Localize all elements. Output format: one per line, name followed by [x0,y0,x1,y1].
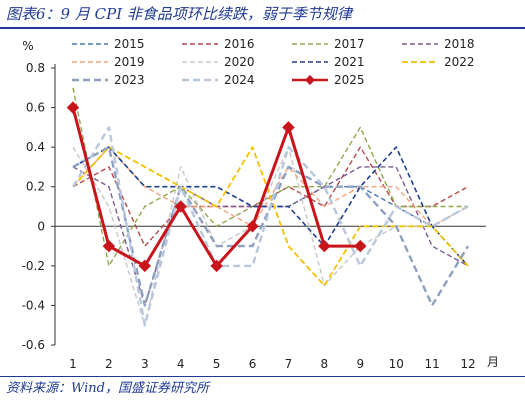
series-layer [66,87,470,327]
y-tick-label: -0.6 [22,338,45,352]
legend-label-2020: 2020 [224,55,255,69]
legend-item-2015: 2015 [72,37,145,51]
legend-item-2023: 2023 [72,73,145,87]
x-tick-label: 7 [285,357,293,371]
data-point-2025 [354,239,367,253]
y-tick-label: 0.2 [26,180,45,194]
legend-item-2019: 2019 [72,55,145,69]
data-point-2025 [102,239,116,253]
x-tick-label: 9 [356,357,364,371]
x-axis-unit-label: 月 [487,355,499,369]
x-tick-label: 11 [424,357,439,371]
legend-label-2024: 2024 [224,73,255,87]
x-tick-label: 3 [141,357,149,371]
legend-item-2018: 2018 [402,37,475,51]
series-line-2017 [72,87,468,267]
legend-item-2024: 2024 [182,73,255,87]
data-point-2025 [66,101,80,114]
series-line-2018 [72,166,469,307]
legend-label-2022: 2022 [444,55,475,69]
series-line-2020 [72,146,469,326]
data-point-2025 [210,259,223,273]
x-tick-label: 2 [105,357,113,371]
x-tick-label: 1 [69,357,77,371]
y-tick-label: 0.8 [26,61,45,75]
x-tick-label: 5 [213,357,221,371]
legend-label-2015: 2015 [114,37,145,51]
source-note: 资料来源：Wind，国盛证券研究所 [6,381,209,396]
y-tick-label: -0.2 [22,259,45,273]
legend-label-2016: 2016 [224,37,255,51]
series-2017 [72,87,468,267]
x-tick-label: 12 [460,357,475,371]
legend-item-2020: 2020 [182,55,255,69]
legend-label-2018: 2018 [444,37,475,51]
data-point-2025 [282,121,295,134]
series-line-2022 [72,146,469,287]
series-2020 [72,146,469,326]
legend-label-2023: 2023 [114,73,145,87]
series-2022 [72,146,469,287]
legend-layer: 2015 2016 2017 2018 2019 2020 2021 2022 2023 2024… [72,37,475,87]
series-2025 [66,101,367,273]
legend-item-2016: 2016 [182,37,255,51]
legend-label-2019: 2019 [114,55,145,69]
legend-marker-2025 [305,75,315,85]
data-point-2025 [318,239,331,253]
y-tick-label: 0 [37,219,45,233]
data-point-2025 [138,259,151,273]
title-divider [0,27,525,29]
series-2018 [72,166,469,307]
y-tick-label: 0.4 [26,140,45,154]
data-point-2025 [174,200,187,213]
y-tick-label: -0.4 [22,298,45,312]
source-divider [0,376,525,377]
legend-item-2022: 2022 [402,55,475,69]
y-tick-label: 0.6 [26,101,45,115]
legend-item-2017: 2017 [292,37,365,51]
legend-label-2021: 2021 [334,55,365,69]
legend-item-2021: 2021 [292,55,365,69]
x-tick-label: 8 [321,357,329,371]
legend-item-2025: 2025 [292,73,365,87]
y-axis-unit-label: % [22,39,33,53]
data-point-2025 [246,220,259,233]
series-2024 [71,126,469,327]
x-tick-label: 6 [249,357,257,371]
chart-title: 图表6：9 月 CPI 非食品项环比续跌，弱于季节规律 [6,5,352,23]
legend-label-2025: 2025 [334,73,365,87]
x-tick-label: 10 [389,357,404,371]
series-line-2024 [71,126,469,327]
x-tick-label: 4 [177,357,185,371]
legend-label-2017: 2017 [334,37,365,51]
axes-layer: -0.6-0.4-0.200.20.40.60.8%1 2 3 4 5 6 7 8 9 10 11 1… [22,39,499,371]
